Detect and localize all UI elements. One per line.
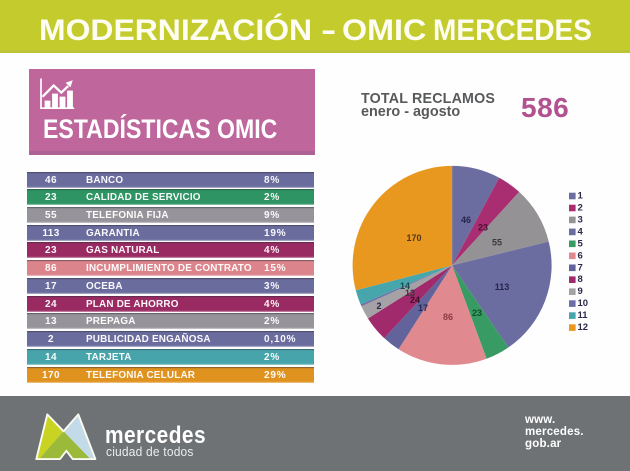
svg-text:46: 46 [461,215,471,225]
svg-text:170: 170 [406,233,421,243]
svg-text:113: 113 [495,282,510,292]
svg-text:5: 5 [578,238,584,249]
svg-text:23: 23 [472,308,482,318]
svg-text:55: 55 [492,238,502,248]
svg-text:23: 23 [478,223,488,233]
svg-text:2: 2 [578,203,583,214]
svg-text:14: 14 [400,281,410,291]
svg-text:11: 11 [578,310,589,321]
svg-text:4: 4 [578,226,584,237]
svg-text:7: 7 [578,262,583,273]
svg-text:86: 86 [443,312,453,322]
svg-text:10: 10 [578,298,589,309]
svg-text:13: 13 [405,288,415,298]
svg-text:8: 8 [578,274,583,285]
svg-text:17: 17 [418,303,428,313]
svg-text:12: 12 [578,322,589,333]
svg-text:6: 6 [578,250,583,261]
svg-text:1: 1 [578,191,584,202]
svg-text:24: 24 [410,295,420,305]
svg-text:3: 3 [578,214,583,225]
svg-text:9: 9 [578,286,583,297]
svg-text:2: 2 [376,301,381,311]
